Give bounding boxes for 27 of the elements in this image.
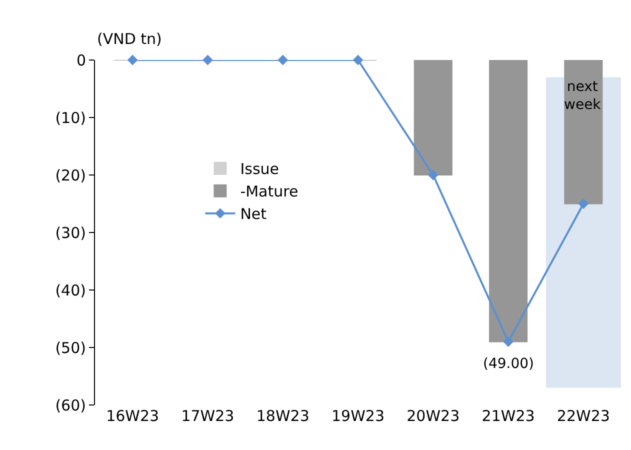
x-tick-label: 18W23	[256, 407, 310, 425]
x-tick-label: 17W23	[181, 407, 234, 425]
legend-label: Net	[240, 205, 267, 224]
annotation: (49.00)	[483, 356, 534, 372]
x-tick-label: 21W23	[482, 407, 535, 425]
point	[278, 54, 288, 66]
y-tick-label: (10)	[55, 108, 86, 127]
legend-label: Issue	[240, 160, 279, 178]
point	[352, 54, 364, 66]
x-tick-label: 22W23	[556, 407, 610, 425]
y-tick-label: (30)	[55, 224, 86, 242]
band-label: next week	[564, 79, 602, 114]
legend-label: -Mature	[240, 182, 298, 201]
y-tick-label: (50)	[55, 338, 86, 357]
point	[127, 54, 138, 66]
y-tick-label: (60)	[55, 396, 86, 414]
x-tick-label: 20W23	[406, 407, 460, 425]
y-tick-label: (20)	[55, 166, 86, 184]
y-axis-title: (VND tn)	[97, 30, 162, 48]
point	[428, 170, 438, 180]
point	[578, 198, 589, 209]
point	[503, 336, 514, 347]
y-tick-label: 0	[76, 51, 86, 70]
x-tick-label: 19W23	[331, 407, 385, 425]
point	[202, 54, 213, 66]
y-tick-label: (40)	[55, 281, 86, 300]
x-tick-label: 16W23	[106, 407, 160, 425]
